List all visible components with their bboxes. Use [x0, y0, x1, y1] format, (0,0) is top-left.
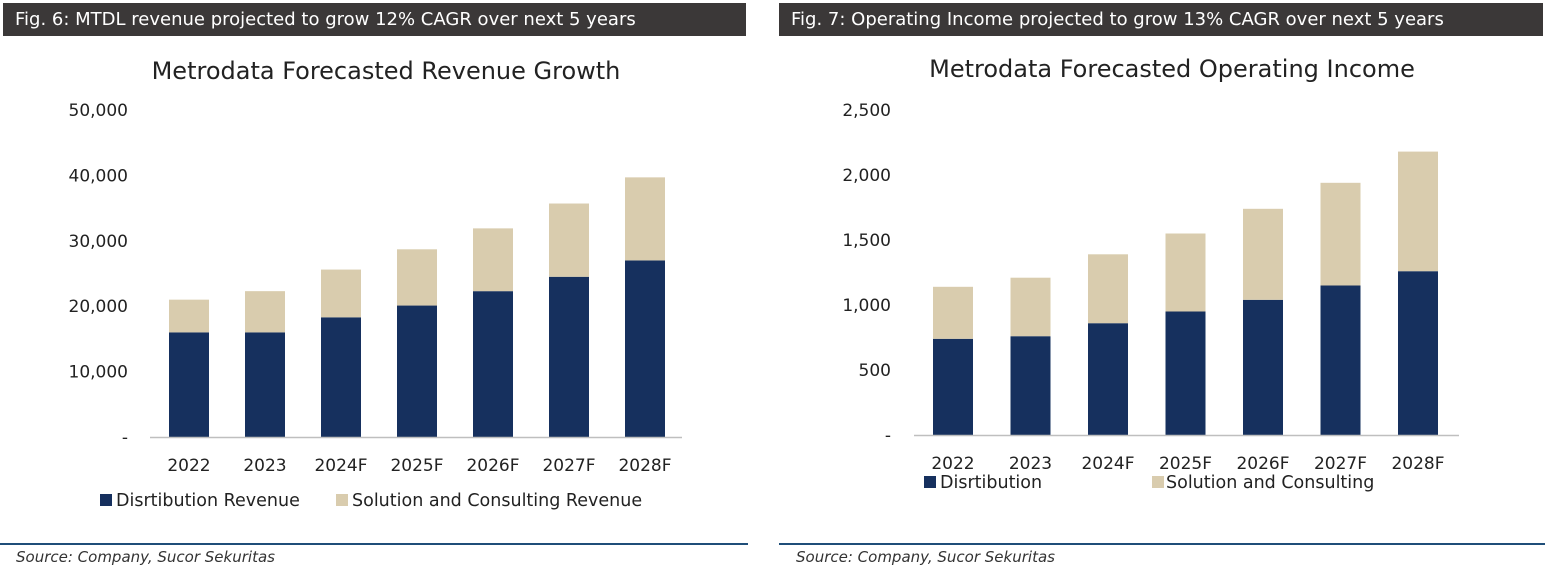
y-tick-label: 1,000: [842, 296, 891, 316]
bar-segment-solution-consulting: [245, 291, 285, 333]
legend-label: Disrtibution Revenue: [116, 491, 300, 511]
source-note: Source: Company, Sucor Sekuritas: [16, 548, 275, 566]
y-tick-label: 30,000: [69, 232, 128, 252]
y-tick-label: -: [885, 426, 891, 446]
y-tick-label: 2,500: [842, 101, 891, 121]
bar-segment-distribution: [1010, 336, 1051, 435]
bar-segment-solution-consulting: [1088, 254, 1128, 324]
bar-segment-distribution: [1165, 311, 1206, 435]
bar-segment-solution-consulting: [1320, 182, 1361, 286]
legend-label: Disrtibution: [940, 473, 1042, 493]
bar-segment-distribution: [933, 338, 973, 435]
bar-segment-distribution: [169, 332, 209, 437]
bar-segment-distribution: [625, 260, 665, 437]
bar-segment-distribution: [1243, 299, 1283, 435]
bar-segment-solution-consulting: [933, 286, 973, 339]
legend-swatch: [100, 494, 112, 506]
bar-segment-solution-consulting: [1010, 277, 1051, 337]
x-tick-label: 2026F: [466, 456, 519, 476]
x-tick-label: 2022: [931, 454, 974, 474]
figure-caption: Fig. 6: MTDL revenue projected to grow 1…: [3, 3, 746, 36]
legend-swatch: [1152, 476, 1164, 488]
operating-income-chart: Metrodata Forecasted Operating Income - 50…: [842, 55, 1459, 493]
y-tick-label: 40,000: [69, 166, 128, 186]
bar-segment-distribution: [321, 317, 361, 437]
figure-6: Fig. 6: MTDL revenue projected to grow 1…: [0, 0, 748, 579]
x-tick-label: 2027F: [1314, 454, 1367, 474]
bar-segment-distribution: [473, 291, 513, 437]
bar-segment-solution-consulting: [473, 228, 513, 292]
x-tick-label: 2025F: [390, 456, 443, 476]
bar-segment-distribution: [1398, 271, 1438, 435]
bar-segment-distribution: [245, 332, 285, 437]
x-tick-label: 2023: [1009, 454, 1052, 474]
bar-segment-solution-consulting: [549, 203, 589, 277]
bar-segment-solution-consulting: [397, 249, 437, 306]
bar-segment-solution-consulting: [1165, 233, 1206, 312]
y-tick-label: 500: [859, 361, 891, 381]
y-tick-label: 10,000: [69, 363, 128, 383]
bar-segment-solution-consulting: [1243, 208, 1283, 300]
x-tick-label: 2028F: [618, 456, 671, 476]
bar-segment-solution-consulting: [169, 299, 209, 333]
revenue-chart: Metrodata Forecasted Revenue Growth - 10,0…: [69, 57, 682, 511]
chart-title: Metrodata Forecasted Operating Income: [929, 55, 1415, 83]
legend-label: Solution and Consulting: [1166, 473, 1374, 493]
y-tick-label: 1,500: [842, 231, 891, 251]
y-tick-label: 50,000: [69, 101, 128, 121]
figure-7: Fig. 7: Operating Income projected to gr…: [779, 0, 1545, 579]
x-tick-label: 2024F: [314, 456, 367, 476]
source-divider: [779, 543, 1545, 545]
x-tick-label: 2027F: [542, 456, 595, 476]
x-tick-label: 2023: [243, 456, 286, 476]
bar-segment-distribution: [549, 276, 589, 437]
bar-segment-distribution: [397, 305, 437, 437]
bar-segment-distribution: [1320, 285, 1361, 435]
bar-segment-solution-consulting: [321, 269, 361, 318]
source-divider: [0, 543, 748, 545]
x-tick-label: 2025F: [1159, 454, 1212, 474]
y-tick-label: 2,000: [842, 166, 891, 186]
legend-swatch: [924, 476, 936, 488]
y-tick-label: 20,000: [69, 297, 128, 317]
x-tick-label: 2022: [167, 456, 210, 476]
figure-caption: Fig. 7: Operating Income projected to gr…: [779, 3, 1543, 36]
legend-swatch: [336, 494, 348, 506]
bar-segment-solution-consulting: [625, 177, 665, 261]
x-tick-label: 2024F: [1081, 454, 1134, 474]
y-tick-label: -: [122, 428, 128, 448]
x-tick-label: 2026F: [1236, 454, 1289, 474]
legend-label: Solution and Consulting Revenue: [352, 491, 642, 511]
source-note: Source: Company, Sucor Sekuritas: [796, 548, 1055, 566]
chart-title: Metrodata Forecasted Revenue Growth: [152, 57, 621, 85]
x-tick-label: 2028F: [1391, 454, 1444, 474]
bar-segment-distribution: [1088, 323, 1128, 435]
bar-segment-solution-consulting: [1398, 151, 1438, 272]
